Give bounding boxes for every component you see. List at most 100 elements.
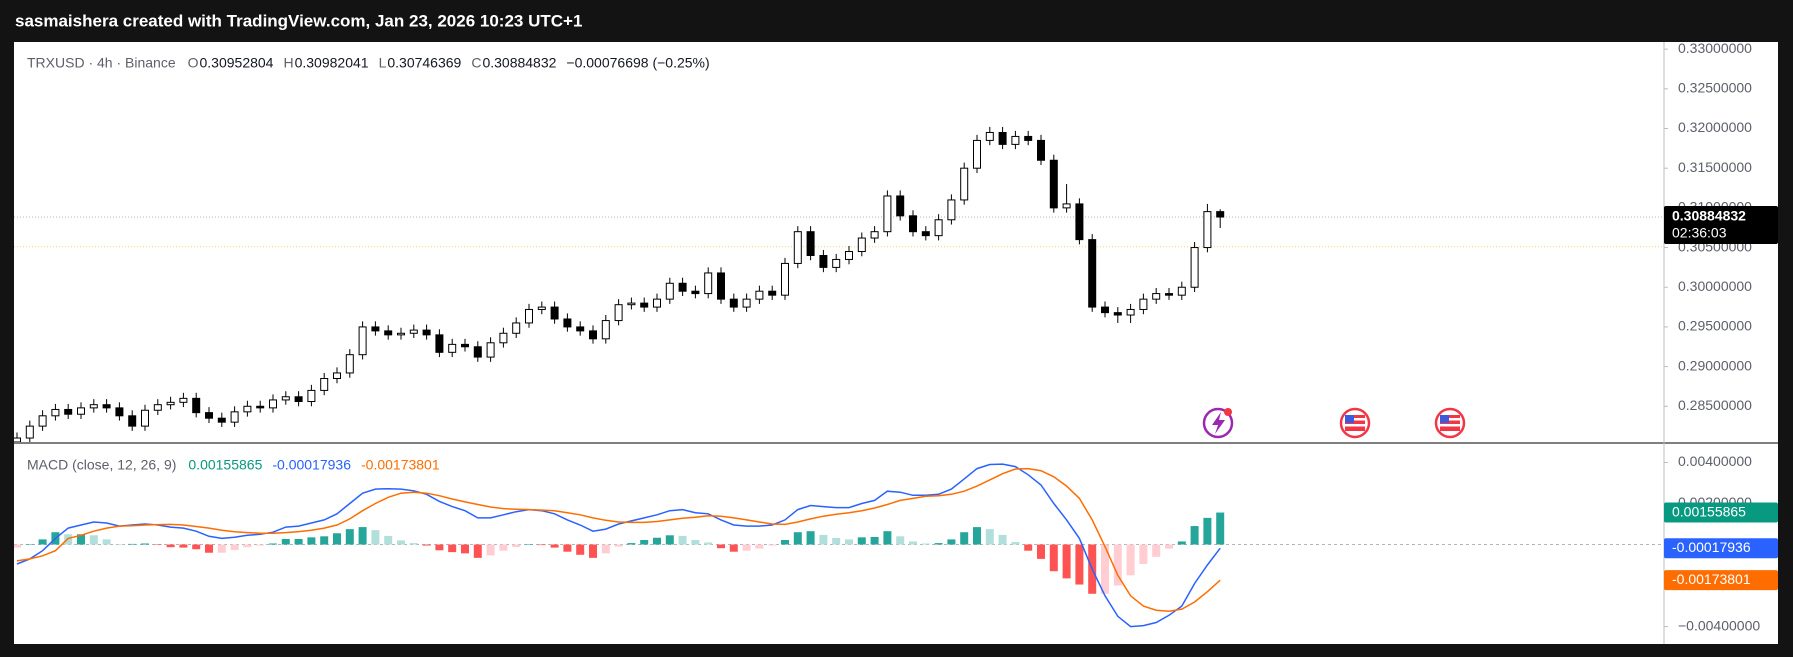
- histogram-bar: [89, 535, 98, 545]
- legend-text: -0.00017936: [272, 457, 351, 473]
- candle-body: [230, 411, 239, 423]
- histogram-bar: [256, 544, 265, 546]
- y-tick-label: 0.30000000: [1678, 278, 1752, 294]
- flag-stripe: [1345, 418, 1365, 421]
- candle-body: [883, 195, 892, 233]
- histogram-bar: [934, 543, 943, 545]
- event-icons: [1202, 407, 1466, 439]
- histogram-bar: [230, 544, 239, 551]
- candle-body: [870, 231, 879, 239]
- candle-body: [409, 329, 418, 334]
- histogram-bar: [742, 544, 751, 551]
- flag-canton: [1345, 415, 1354, 423]
- candle-body: [1088, 239, 1097, 308]
- candle-body: [256, 405, 265, 409]
- histogram-bar: [525, 544, 533, 546]
- candle-body: [192, 397, 201, 414]
- y-tick-label: 0.32000000: [1678, 119, 1752, 135]
- y-tick-label: 0.00400000: [1678, 453, 1752, 469]
- candle-body: [102, 404, 111, 409]
- candle-body: [832, 258, 841, 268]
- candle-body: [179, 397, 188, 403]
- histogram-bar: [217, 544, 226, 553]
- last-price-label: 0.30884832: [1672, 208, 1746, 224]
- histogram-bar: [1049, 544, 1058, 572]
- y-tick-label: 0.32500000: [1678, 80, 1752, 96]
- histogram-bar: [1024, 544, 1033, 551]
- legend-text: 0.00155865: [188, 457, 262, 473]
- histogram-bar: [883, 531, 892, 545]
- candle-body: [512, 322, 521, 334]
- candle-body: [1126, 308, 1135, 316]
- histogram-bar: [333, 533, 341, 545]
- histogram-bar: [153, 544, 162, 546]
- candle-body: [371, 326, 380, 332]
- candle-body: [448, 343, 457, 353]
- histogram-bar: [717, 544, 725, 549]
- flag-icon[interactable]: [1434, 407, 1466, 439]
- candle-body: [384, 330, 393, 336]
- histogram-bar: [845, 539, 853, 545]
- candle-body: [1024, 135, 1033, 141]
- histogram-bar: [281, 538, 290, 545]
- y-tick-label: 0.29000000: [1678, 357, 1752, 373]
- countdown-label: 02:36:03: [1672, 225, 1727, 241]
- candle-body: [537, 306, 546, 310]
- histogram-bar: [640, 540, 649, 545]
- price-pane: [14, 126, 1664, 442]
- histogram-bar: [14, 544, 21, 548]
- histogram-bar: [77, 534, 85, 545]
- candle-body: [704, 272, 713, 295]
- histogram-bar: [755, 544, 764, 549]
- histogram-bar: [473, 544, 482, 558]
- histogram-bar: [1216, 512, 1225, 545]
- legend-text: −0.00076698 (−0.25%): [566, 55, 709, 71]
- histogram-bar: [141, 543, 149, 545]
- histogram-bar: [371, 530, 380, 545]
- histogram-bar: [589, 544, 597, 558]
- histogram-bar: [1203, 517, 1212, 545]
- candle-body: [921, 231, 930, 237]
- lightning: [1212, 412, 1225, 434]
- value-tag-label: -0.00017936: [1672, 539, 1751, 555]
- macd-pane: [14, 463, 1664, 628]
- value-tag-label: 0.00155865: [1672, 503, 1746, 519]
- histogram-bar: [1139, 544, 1148, 565]
- histogram-bar: [307, 537, 316, 545]
- candle-body: [640, 302, 649, 308]
- histogram-bar: [397, 540, 405, 545]
- histogram-bar: [1126, 544, 1135, 576]
- candle-body: [333, 372, 341, 380]
- value-tag: [1664, 502, 1778, 523]
- histogram-bar: [909, 541, 917, 545]
- histogram-bar: [550, 544, 559, 548]
- histogram-bar: [537, 544, 546, 546]
- histogram-bar: [627, 543, 636, 545]
- histogram-bar: [1037, 544, 1045, 559]
- candle-body: [294, 396, 303, 403]
- histogram-bar: [25, 544, 34, 546]
- legend-text: 0.30884832: [482, 55, 556, 71]
- flag-icon[interactable]: [1339, 407, 1371, 439]
- candle-body: [896, 195, 905, 217]
- histogram-bar: [384, 535, 393, 545]
- y-tick-label: 0.33000000: [1678, 40, 1752, 56]
- histogram-bar: [179, 544, 188, 548]
- legend-text: 0.30982041: [295, 55, 369, 71]
- histogram-bar: [768, 544, 777, 546]
- histogram-bar: [486, 544, 495, 556]
- histogram-bar: [294, 538, 303, 545]
- histogram-bar: [243, 544, 252, 548]
- histogram-bar: [1177, 541, 1186, 545]
- histogram-bar: [998, 534, 1007, 545]
- candle-body: [217, 417, 226, 423]
- candle-body: [14, 437, 21, 442]
- candle-body: [1075, 203, 1084, 241]
- histogram-bar: [320, 536, 329, 545]
- candle-body: [845, 251, 853, 260]
- value-tag: [1664, 570, 1778, 591]
- candle-body: [461, 343, 469, 348]
- histogram-bar: [704, 542, 713, 545]
- macd-line: [16, 467, 1221, 612]
